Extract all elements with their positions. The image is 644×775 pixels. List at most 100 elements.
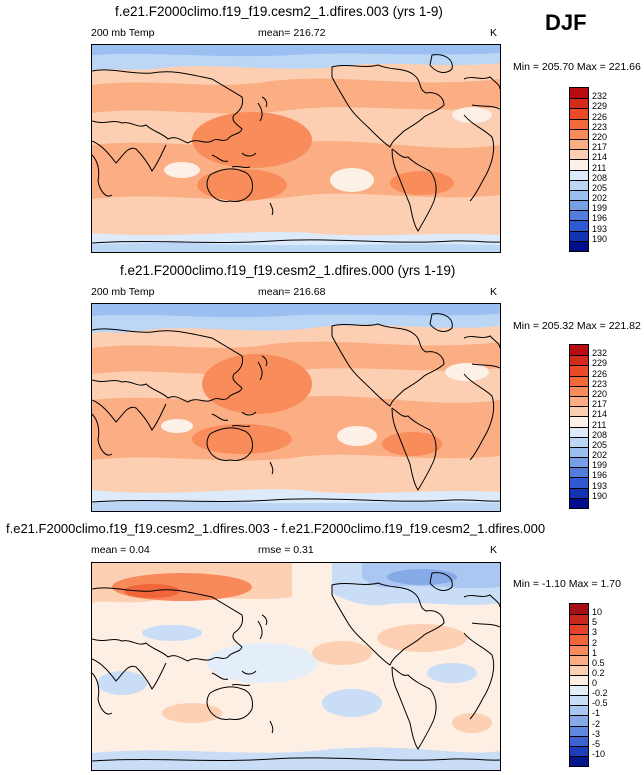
colorbar-swatch [570,725,588,736]
colorbar-tick-label: 229 [592,358,608,369]
coastline [269,461,274,475]
colorbar-swatch [570,654,588,665]
colorbar-tick-label: 220 [592,131,608,142]
colorbar-tick-label: 202 [592,450,608,461]
colorbar-swatch [570,118,588,129]
colorbar-swatch [570,487,588,498]
coastline [211,152,257,169]
colorbar-swatch [570,395,588,407]
colorbar-swatch [570,755,588,766]
coastline [331,323,445,407]
coastline [269,202,274,216]
colorbar-tick-label: 190 [592,490,608,501]
colorbar-swatch [570,220,588,231]
colorbar-tick-label: 199 [592,460,608,471]
colorbar-tick-label: 10 [592,607,603,618]
colorbar-swatch [570,240,588,251]
colorbar-tick-label: 208 [592,172,608,183]
colorbar-tick-label: -1 [592,708,601,719]
colorbar-tick-label: 232 [592,91,608,102]
coastline [257,96,268,122]
panel3-colorbar-labels: 10 5 3 2 1 0.5 0.2 0 -0.2 -0.5 -1 -2 -3 -5 -10 [592,603,632,765]
panel3-map [91,562,501,771]
colorbar-tick-label: 202 [592,193,608,204]
colorbar-tick-label: 2 [592,637,598,648]
coastline [429,572,453,591]
colorbar-swatch [570,210,588,221]
colorbar-swatch [570,735,588,746]
colorbar-tick-label: 196 [592,470,608,481]
panel3-colorbar [569,603,589,767]
panel2-mean: mean= 216.68 [258,286,326,298]
colorbar-tick-label: 211 [592,162,607,173]
coastline [92,140,167,172]
colorbar-swatch [570,664,588,675]
colorbar-swatch [570,604,588,615]
colorbar-swatch [570,477,588,488]
colorbar-tick-label: 217 [592,399,608,410]
panel1-colorbar [569,87,589,252]
panel3-mean: mean = 0.04 [91,544,150,556]
colorbar-swatch [570,149,588,160]
colorbar-swatch [570,715,588,726]
panel2-colorbar [569,344,589,509]
colorbar-swatch [570,179,588,190]
coastline [391,148,437,232]
colorbar-swatch [570,385,588,396]
colorbar-swatch [570,128,588,139]
colorbar-swatch [570,446,588,458]
colorbar-swatch [570,345,588,356]
coastline [331,582,445,666]
colorbar-tick-label: 223 [592,378,608,389]
colorbar-swatch [570,355,588,366]
panel1-units: K [490,27,498,39]
panel1-minmax: Min = 205.70 Max = 221.66 [513,61,641,73]
panel1-coastlines [92,54,500,244]
panel2-field [92,304,500,511]
panel2-colorbar-labels: 232 229 226 223 220 217 214 211 208 205 202 199 196 1… [592,344,632,507]
colorbar-tick-label: 214 [592,152,608,163]
coastline [92,328,243,403]
coastline [92,672,113,715]
coastline [92,239,500,244]
season-label: DJF [545,10,587,35]
colorbar-tick-label: 217 [592,142,608,153]
coastline [211,411,257,428]
coastline [206,427,253,461]
colorbar-tick-label: 205 [592,439,608,450]
colorbar-swatch [570,200,588,211]
colorbar-swatch [570,745,588,756]
colorbar-tick-label: 3 [592,627,598,638]
colorbar-tick-label: 220 [592,388,608,399]
colorbar-swatch [570,138,588,150]
coastline [92,154,113,197]
coastline [429,313,453,332]
coastline [206,686,253,720]
colorbar-swatch [570,467,588,478]
colorbar-swatch [570,406,588,417]
panel2-units: K [490,286,498,298]
panel3-field [92,563,500,770]
coastline [269,720,274,734]
colorbar-tick-label: 208 [592,429,608,440]
colorbar-swatch [570,230,588,241]
panel3-minmax: Min = -1.10 Max = 1.70 [513,578,621,590]
colorbar-swatch [570,189,588,201]
colorbar-swatch [570,705,588,716]
colorbar-swatch [570,159,588,170]
colorbar-swatch [570,497,588,508]
panel1-variable: 200 mb Temp [91,27,155,39]
coastline [92,757,500,762]
colorbar-swatch [570,644,588,655]
colorbar-tick-label: -0.2 [592,688,608,699]
colorbar-tick-label: 226 [592,111,608,122]
colorbar-swatch [570,375,588,386]
panel3-coastlines [92,572,500,762]
panel3-title: f.e21.F2000climo.f19_f19.cesm2_1.dfires.… [6,521,546,536]
panel2-minmax: Min = 205.32 Max = 221.82 [513,320,641,332]
colorbar-tick-label: 0.5 [592,657,605,668]
coastline [92,399,167,431]
colorbar-tick-label: 229 [592,101,608,112]
panel2-title: f.e21.F2000climo.f19_f19.cesm2_1.dfires.… [120,263,456,278]
coastline [92,69,243,144]
